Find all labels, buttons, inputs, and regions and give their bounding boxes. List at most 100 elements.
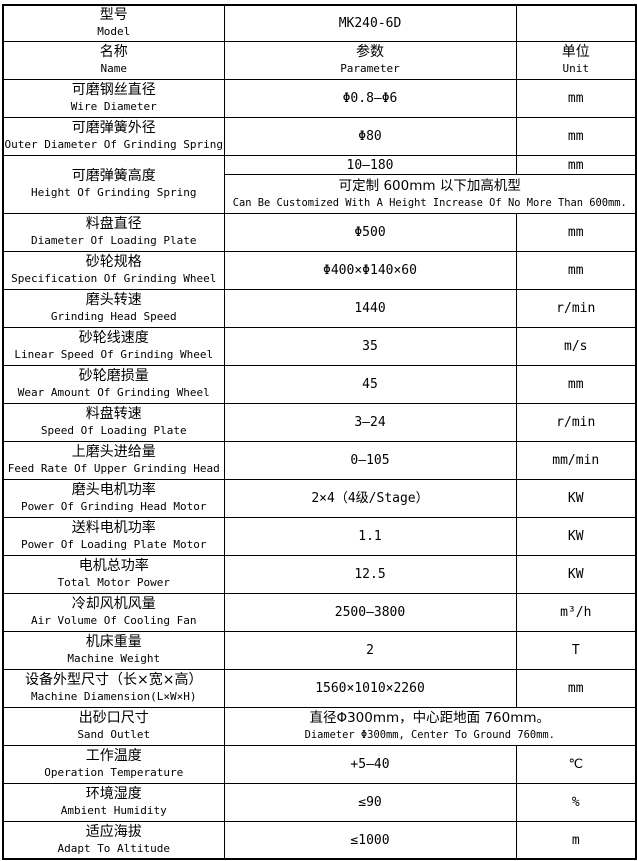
spec-param-value: 35: [362, 339, 378, 354]
header-unit-en: Unit: [562, 62, 590, 75]
spec-name-cell: 砂轮线速度 Linear Speed Of Grinding Wheel: [2, 326, 225, 366]
spec-unit-value: m/s: [564, 339, 588, 354]
spec-param-cell: Φ400×Φ140×60: [223, 250, 517, 290]
spec-param-value: 2: [366, 643, 374, 658]
spec-name-cn: 环境湿度: [85, 786, 142, 802]
table-row: 送料电机功率 Power Of Loading Plate Motor 1.1 …: [2, 516, 637, 556]
spec-param-value: 3—24: [354, 415, 386, 430]
spec-param-value: 1.1: [358, 529, 382, 544]
spec-unit-cell: mm/min: [515, 440, 637, 480]
header-name-cn: 名称: [99, 44, 128, 60]
spec-name-cell: 砂轮规格 Specification Of Grinding Wheel: [2, 250, 225, 290]
spec-param-value: ≤90: [358, 795, 382, 810]
model-label-cn: 型号: [99, 7, 128, 24]
model-value-cell: MK240-6D: [223, 4, 517, 42]
spec-unit-value: m: [571, 832, 580, 848]
spec-param-value: 10—180: [346, 157, 394, 173]
table-row: 砂轮磨损量 Wear Amount Of Grinding Wheel 45 m…: [2, 364, 637, 404]
spec-name-cn: 砂轮规格: [85, 254, 142, 270]
header-name-en: Name: [100, 62, 128, 75]
spec-param-cell: ≤90: [223, 782, 517, 822]
spec-unit-value: mm: [567, 681, 584, 696]
spec-param-cell: Φ500: [223, 212, 517, 252]
spec-name-en: Sand Outlet: [77, 728, 151, 741]
spec-name-cell: 冷却风机风量 Air Volume Of Cooling Fan: [2, 592, 225, 632]
table-row: 环境湿度 Ambient Humidity ≤90 %: [2, 782, 637, 822]
spec-param-value: Φ0.8—Φ6: [342, 91, 398, 106]
spec-unit-cell: r/min: [515, 288, 637, 328]
spec-param-value: Φ80: [358, 129, 382, 144]
spec-name-en: Adapt To Altitude: [57, 841, 171, 855]
spec-name-cell: 可磨弹簧外径 Outer Diameter Of Grinding Spring: [2, 116, 225, 156]
spec-name-en: Air Volume Of Cooling Fan: [30, 614, 197, 627]
spec-name-cn: 适应海拔: [85, 823, 142, 840]
spec-param-value: Φ400×Φ140×60: [323, 263, 417, 278]
spec-table-body: 型号 Model MK240-6D 名称 Name 参数 Parame: [2, 4, 637, 860]
table-row: 电机总功率 Total Motor Power 12.5 KW: [2, 554, 637, 594]
spec-name-cn: 砂轮线速度: [78, 330, 149, 346]
spec-unit-cell: r/min: [515, 402, 637, 442]
spec-note-en: Can Be Customized With A Height Increase…: [232, 196, 627, 209]
table-row: 机床重量 Machine Weight 2 T: [2, 630, 637, 670]
spec-unit-cell: T: [515, 630, 637, 670]
spec-name-en: Wear Amount Of Grinding Wheel: [17, 386, 210, 399]
model-value: MK240-6D: [338, 16, 402, 32]
spec-name-cell: 可磨钢丝直径 Wire Diameter: [2, 78, 225, 118]
table-row: 可磨弹簧外径 Outer Diameter Of Grinding Spring…: [2, 116, 637, 156]
spec-unit-value: mm: [567, 91, 584, 106]
table-row: 磨头转速 Grinding Head Speed 1440 r/min: [2, 288, 637, 328]
spec-unit-value: mm: [567, 129, 584, 144]
table-row: 料盘转速 Speed Of Loading Plate 3—24 r/min: [2, 402, 637, 442]
table-row-model: 型号 Model MK240-6D: [2, 4, 637, 42]
spec-name-cn: 送料电机功率: [71, 520, 156, 536]
spec-unit-cell: mm: [515, 212, 637, 252]
table-row: 砂轮规格 Specification Of Grinding Wheel Φ40…: [2, 250, 637, 290]
spec-name-en: Wire Diameter: [70, 100, 157, 113]
spec-name-en: Speed Of Loading Plate: [40, 424, 187, 437]
spec-unit-cell: mm: [515, 364, 637, 404]
spec-name-en: Machine Weight: [67, 652, 161, 665]
spec-name-cell: 上磨头进给量 Feed Rate Of Upper Grinding Head: [2, 440, 225, 480]
spec-param-cell: 1560×1010×2260: [223, 668, 517, 708]
spec-unit-value: mm/min: [552, 453, 600, 468]
spec-name-cell: 电机总功率 Total Motor Power: [2, 554, 225, 594]
spec-param-cell: 10—180: [223, 154, 517, 175]
spec-unit-value: r/min: [556, 415, 596, 430]
spec-unit-cell: KW: [515, 516, 637, 556]
spec-param-value: 1440: [354, 301, 386, 316]
spec-name-cn: 料盘转速: [85, 406, 142, 422]
spec-merged-en: Diameter Φ300mm, Center To Ground 760mm.: [304, 729, 555, 741]
spec-name-en: Height Of Grinding Spring: [30, 186, 197, 199]
spec-unit-value: KW: [567, 567, 584, 582]
spec-name-en: Grinding Head Speed: [50, 310, 177, 323]
spec-merged-cell: 直径Φ300mm，中心距地面 760mm。 Diameter Φ300mm, C…: [223, 706, 637, 746]
spec-param-cell: 45: [223, 364, 517, 404]
spec-name-cn: 电机总功率: [78, 558, 149, 574]
spec-unit-cell: mm: [515, 154, 637, 175]
header-parameter-en: Parameter: [340, 62, 400, 75]
spec-unit-value: m³/h: [560, 605, 592, 620]
spec-name-cell: 机床重量 Machine Weight: [2, 630, 225, 670]
spec-unit-value: mm: [567, 263, 584, 278]
spec-name-cell: 磨头转速 Grinding Head Speed: [2, 288, 225, 328]
header-parameter-cell: 参数 Parameter: [223, 40, 517, 80]
table-row: 冷却风机风量 Air Volume Of Cooling Fan 2500—38…: [2, 592, 637, 632]
spec-name-en: Total Motor Power: [57, 576, 171, 589]
spec-unit-cell: mm: [515, 116, 637, 156]
spec-param-value: 1560×1010×2260: [315, 681, 425, 696]
spec-param-cell: 2500—3800: [223, 592, 517, 632]
spec-param-cell: 35: [223, 326, 517, 366]
spec-name-en: Diameter Of Loading Plate: [30, 234, 197, 247]
spec-name-cell: 可磨弹簧高度 Height Of Grinding Spring: [2, 154, 225, 214]
spec-param-cell: 12.5: [223, 554, 517, 594]
table-row: 料盘直径 Diameter Of Loading Plate Φ500 mm: [2, 212, 637, 252]
spec-param-cell: 1440: [223, 288, 517, 328]
spec-unit-cell: ℃: [515, 744, 637, 784]
spec-name-en: Machine Diamension(L×W×H): [30, 690, 197, 703]
spec-name-cell: 适应海拔 Adapt To Altitude: [2, 820, 225, 860]
spec-unit-value: %: [571, 795, 580, 810]
spec-param-value: 45: [362, 377, 378, 392]
header-unit-cell: 单位 Unit: [515, 40, 637, 80]
spec-param-value: 0—105: [350, 453, 390, 468]
